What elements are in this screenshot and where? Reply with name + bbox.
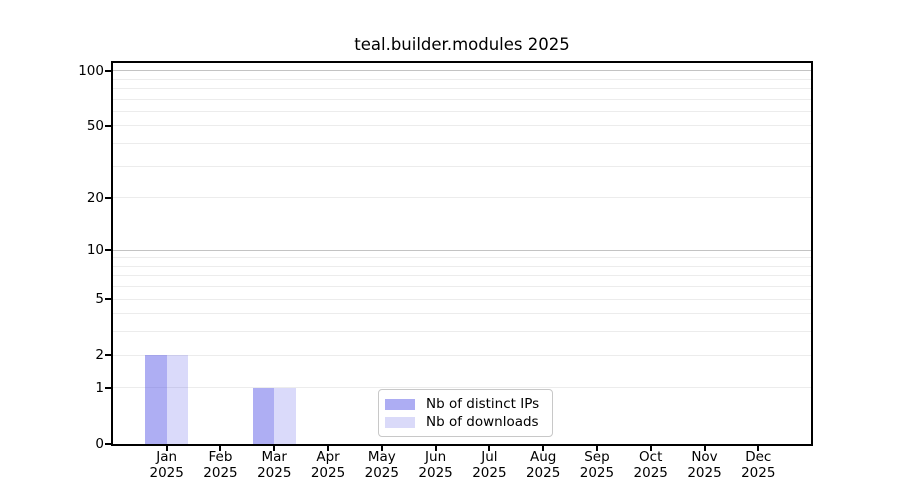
gridline-minor-7 xyxy=(113,275,811,277)
x-tick-label-jun: Jun 2025 xyxy=(418,449,453,481)
y-tick-label-2: 2 xyxy=(95,347,104,364)
plot-area xyxy=(111,61,813,446)
gridline-minor-6 xyxy=(113,286,811,288)
x-tick-label-jan: Jan 2025 xyxy=(149,449,184,481)
x-tick-mark-jun xyxy=(434,446,437,451)
gridline-minor-3 xyxy=(113,331,811,333)
gridline-minor-80 xyxy=(113,87,811,89)
x-tick-label-oct: Oct 2025 xyxy=(633,449,668,481)
y-tick-label-0: 0 xyxy=(95,436,104,452)
gridline-minor-30 xyxy=(113,165,811,167)
x-tick-label-nov: Nov 2025 xyxy=(687,449,722,481)
y-tick-label-50: 50 xyxy=(86,117,104,134)
gridline-minor-90 xyxy=(113,78,811,80)
y-tick-label-1: 1 xyxy=(95,379,104,396)
bar-nb-of-downloads-jan xyxy=(166,355,189,444)
y-tick-mark-10 xyxy=(105,249,111,251)
x-tick-mark-nov xyxy=(703,446,706,451)
x-tick-label-feb: Feb 2025 xyxy=(203,449,238,481)
x-tick-mark-sep xyxy=(595,446,598,451)
x-tick-mark-jul xyxy=(488,446,491,451)
legend-swatch-distinct-ips xyxy=(385,398,415,410)
legend-row-distinct-ips: Nb of distinct IPs xyxy=(385,395,544,413)
y-tick-mark-0 xyxy=(105,443,111,445)
x-tick-mark-apr xyxy=(327,446,330,451)
x-tick-mark-mar xyxy=(273,446,276,451)
x-tick-mark-dec xyxy=(757,446,760,451)
y-tick-mark-100 xyxy=(105,69,111,72)
y-tick-mark-5 xyxy=(105,298,111,301)
bar-nb-of-distinct-ips-mar xyxy=(252,387,275,444)
bar-nb-of-downloads-mar xyxy=(274,387,296,444)
gridline-minor-70 xyxy=(113,98,811,100)
gridline-minor-60 xyxy=(113,110,811,112)
bar-nb-of-distinct-ips-jan xyxy=(145,355,167,444)
x-tick-mark-oct xyxy=(649,446,652,451)
y-tick-label-100: 100 xyxy=(78,62,104,79)
legend-row-downloads: Nb of downloads xyxy=(385,413,544,431)
legend: Nb of distinct IPs Nb of downloads xyxy=(378,389,553,437)
x-tick-label-apr: Apr 2025 xyxy=(310,449,346,481)
gridline-minor-5 xyxy=(113,298,811,300)
gridline-minor-4 xyxy=(113,313,811,315)
x-tick-mark-jan xyxy=(165,446,168,451)
y-tick-mark-2 xyxy=(105,354,111,357)
gridline-minor-40 xyxy=(113,143,811,145)
gridline-major-100 xyxy=(113,70,811,72)
gridline-minor-50 xyxy=(113,125,811,127)
gridline-minor-20 xyxy=(113,197,811,199)
x-tick-label-mar: Mar 2025 xyxy=(257,449,292,481)
gridline-minor-1 xyxy=(113,387,811,389)
gridline-major-10 xyxy=(113,249,811,251)
y-tick-mark-20 xyxy=(105,196,111,199)
y-tick-label-10: 10 xyxy=(86,242,104,258)
x-tick-label-aug: Aug 2025 xyxy=(525,449,561,481)
legend-label-distinct-ips: Nb of distinct IPs xyxy=(426,396,540,412)
y-tick-label-20: 20 xyxy=(86,189,104,206)
y-tick-mark-50 xyxy=(105,124,111,127)
legend-swatch-downloads xyxy=(385,416,415,428)
gridline-minor-9 xyxy=(113,257,811,259)
x-tick-label-jul: Jul 2025 xyxy=(472,449,507,481)
x-tick-label-may: May 2025 xyxy=(364,449,399,481)
chart-title: teal.builder.modules 2025 xyxy=(354,35,570,54)
x-tick-label-sep: Sep 2025 xyxy=(579,449,615,481)
x-tick-mark-feb xyxy=(219,446,222,451)
legend-label-downloads: Nb of downloads xyxy=(426,414,539,430)
y-tick-mark-1 xyxy=(105,386,111,389)
y-tick-label-5: 5 xyxy=(95,291,104,308)
x-tick-mark-may xyxy=(380,446,383,451)
gridline-minor-8 xyxy=(113,265,811,267)
x-tick-label-dec: Dec 2025 xyxy=(741,449,776,481)
x-tick-mark-aug xyxy=(542,446,545,451)
gridline-minor-2 xyxy=(113,354,811,356)
